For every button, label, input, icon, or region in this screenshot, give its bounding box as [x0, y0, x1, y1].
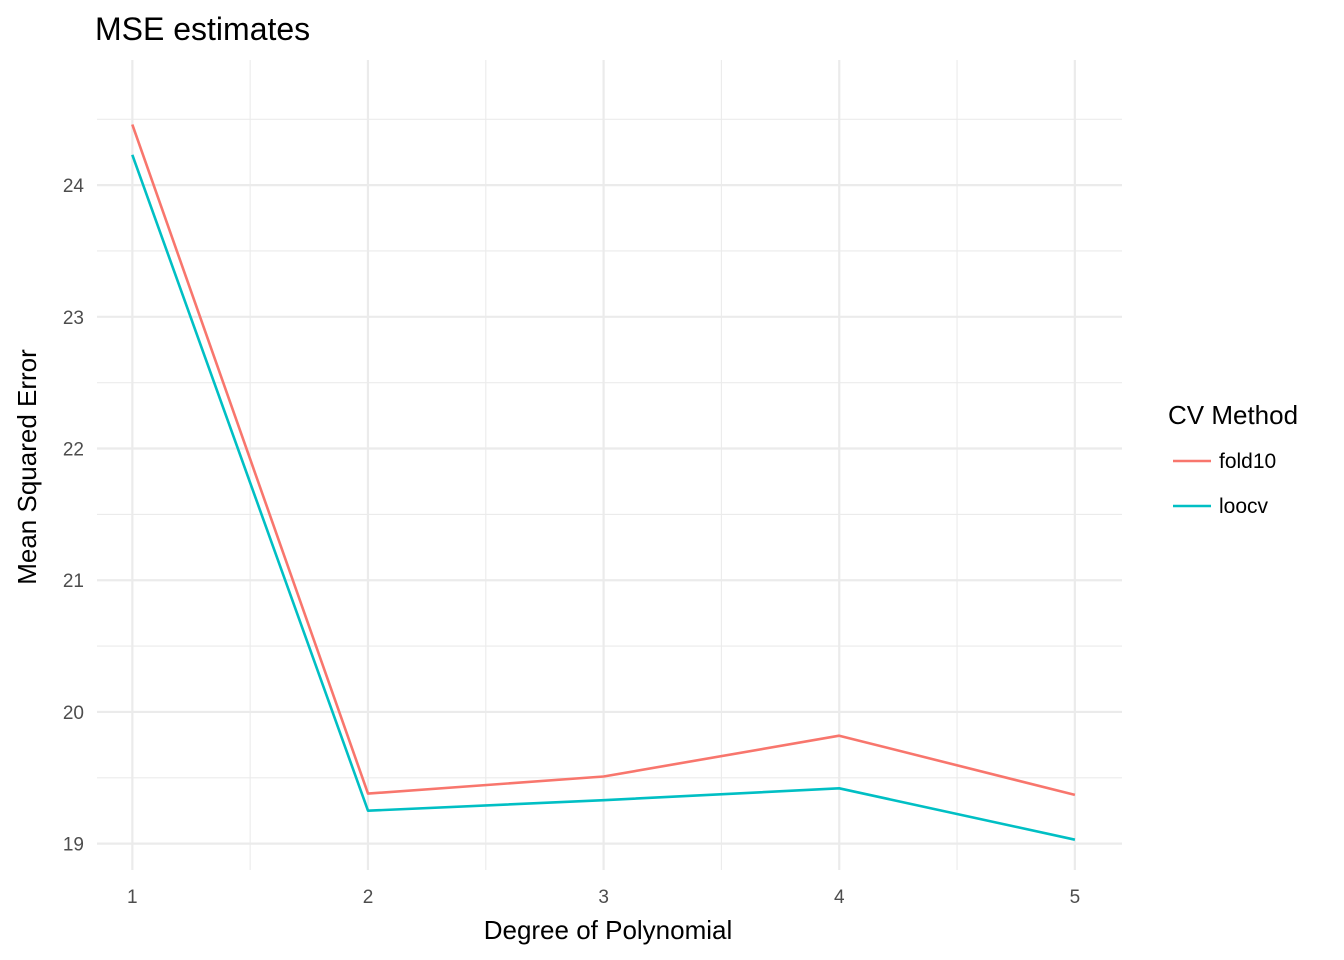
x-tick-label: 1 [127, 887, 138, 908]
series-line-fold10 [131, 124, 1076, 797]
legend-items: fold10 loocv [1173, 450, 1276, 518]
y-tick-label: 24 [63, 176, 85, 197]
y-axis-title: Mean Squared Error [12, 349, 42, 585]
legend-title: CV Method [1168, 400, 1298, 430]
legend-label-loocv: loocv [1219, 495, 1269, 518]
series-lines [131, 124, 1076, 841]
y-tick-label: 19 [63, 835, 84, 856]
x-tick-label: 3 [598, 887, 609, 908]
grid [97, 60, 1122, 870]
y-tick-label: 22 [63, 440, 84, 461]
legend: CV Method fold10 loocv [1168, 400, 1298, 518]
x-tick-label: 5 [1070, 887, 1081, 908]
legend-label-fold10: fold10 [1219, 450, 1276, 473]
y-tick-label: 20 [63, 703, 84, 724]
x-tick-label: 4 [834, 887, 845, 908]
y-tick-label: 23 [63, 308, 84, 329]
chart-title: MSE estimates [95, 11, 310, 47]
series-line-loocv [131, 154, 1076, 841]
x-axis-title: Degree of Polynomial [484, 915, 733, 945]
x-tick-label: 2 [363, 887, 374, 908]
y-tick-label: 21 [63, 571, 84, 592]
